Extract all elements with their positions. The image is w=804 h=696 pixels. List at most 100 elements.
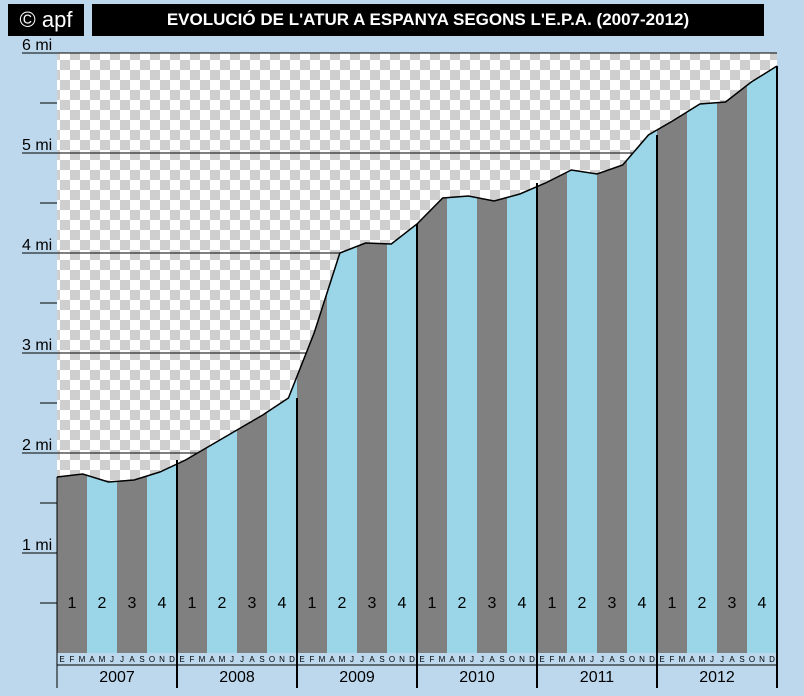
month-label: N (279, 655, 285, 664)
month-label: M (679, 655, 686, 664)
month-label: S (139, 655, 144, 664)
month-label: N (159, 655, 165, 664)
year-label: 2010 (459, 669, 495, 686)
month-label: O (629, 655, 635, 664)
month-label: A (89, 655, 95, 664)
quarter-label: 1 (68, 595, 77, 612)
y-tick-label: 3 mi (22, 337, 52, 354)
month-label: M (99, 655, 106, 664)
copyright-logo: © apf (8, 4, 84, 36)
month-label: A (209, 655, 215, 664)
month-label: S (739, 655, 744, 664)
quarter-label: 1 (548, 595, 557, 612)
quarter-bar (687, 66, 718, 653)
month-label: E (59, 655, 64, 664)
month-label: J (720, 655, 724, 664)
month-label: S (619, 655, 624, 664)
chart-title: EVOLUCIÓ DE L'ATUR A ESPANYA SEGONS L'E.… (92, 4, 764, 36)
month-label: O (509, 655, 515, 664)
month-label: J (230, 655, 234, 664)
month-label: A (369, 655, 375, 664)
month-label: M (559, 655, 566, 664)
quarter-label: 3 (728, 595, 737, 612)
quarter-label: 4 (758, 595, 767, 612)
y-tick-label: 5 mi (22, 137, 52, 154)
month-label: A (449, 655, 455, 664)
month-label: M (699, 655, 706, 664)
quarter-label: 3 (248, 595, 257, 612)
month-label: F (190, 655, 195, 664)
quarter-label: 2 (578, 595, 587, 612)
month-label: A (689, 655, 695, 664)
quarter-bar (627, 66, 658, 653)
quarter-label: 4 (158, 595, 167, 612)
month-label: F (550, 655, 555, 664)
month-label: A (329, 655, 335, 664)
y-tick-label: 6 mi (22, 37, 52, 54)
month-label: A (489, 655, 495, 664)
month-label: J (240, 655, 244, 664)
month-label: J (110, 655, 114, 664)
month-label: M (459, 655, 466, 664)
month-label: J (350, 655, 354, 664)
year-label: 2008 (219, 669, 255, 686)
month-label: F (430, 655, 435, 664)
quarter-label: 4 (638, 595, 647, 612)
month-label: E (179, 655, 184, 664)
month-label: N (519, 655, 525, 664)
month-label: J (600, 655, 604, 664)
month-label: A (569, 655, 575, 664)
month-label: S (259, 655, 264, 664)
quarter-label: 2 (458, 595, 467, 612)
month-label: E (419, 655, 424, 664)
month-label: A (249, 655, 255, 664)
month-label: M (439, 655, 446, 664)
quarter-label: 1 (428, 595, 437, 612)
y-tick-label: 4 mi (22, 237, 52, 254)
month-label: S (379, 655, 384, 664)
quarter-label: 1 (308, 595, 317, 612)
month-label: M (319, 655, 326, 664)
month-label: F (670, 655, 675, 664)
month-label: J (590, 655, 594, 664)
quarter-label: 2 (98, 595, 107, 612)
quarter-label: 2 (698, 595, 707, 612)
month-label: J (480, 655, 484, 664)
month-label: J (710, 655, 714, 664)
quarter-label: 3 (128, 595, 137, 612)
quarter-label: 2 (338, 595, 347, 612)
month-label: N (399, 655, 405, 664)
month-label: D (529, 655, 535, 664)
y-tick-label: 2 mi (22, 437, 52, 454)
year-label: 2012 (699, 669, 735, 686)
month-label: D (169, 655, 175, 664)
month-label: E (539, 655, 544, 664)
year-label: 2009 (339, 669, 375, 686)
month-label: D (649, 655, 655, 664)
month-label: M (199, 655, 206, 664)
quarter-label: 4 (518, 595, 527, 612)
month-label: O (149, 655, 155, 664)
month-label: N (639, 655, 645, 664)
month-label: M (219, 655, 226, 664)
quarter-label: 1 (188, 595, 197, 612)
quarter-label: 3 (368, 595, 377, 612)
y-tick-label: 1 mi (22, 537, 52, 554)
month-label: D (769, 655, 775, 664)
month-label: O (389, 655, 395, 664)
quarter-bar (717, 66, 748, 653)
month-label: J (120, 655, 124, 664)
month-label: M (339, 655, 346, 664)
month-label: A (129, 655, 135, 664)
quarter-label: 4 (398, 595, 407, 612)
year-label: 2011 (580, 669, 615, 686)
month-label: M (79, 655, 86, 664)
month-label: D (409, 655, 415, 664)
year-label: 2007 (99, 669, 135, 686)
quarter-bar (747, 66, 777, 653)
month-label: S (499, 655, 504, 664)
quarter-label: 2 (218, 595, 227, 612)
quarter-bar (657, 66, 688, 653)
month-label: A (729, 655, 735, 664)
